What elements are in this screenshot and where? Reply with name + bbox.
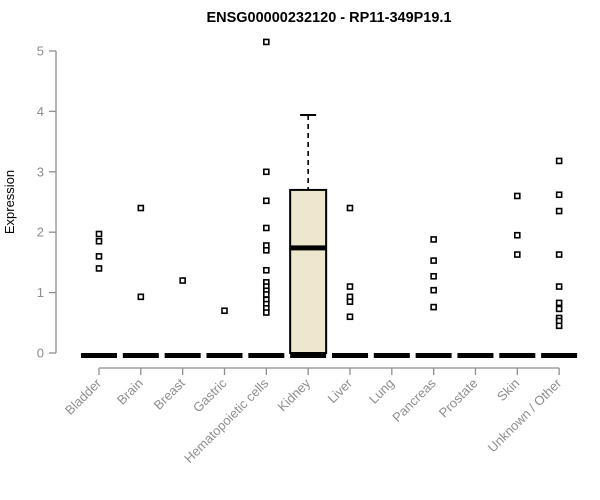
data-point <box>221 307 228 315</box>
zero-median-bar <box>499 353 536 358</box>
data-point <box>263 38 270 46</box>
data-point <box>263 247 270 254</box>
y-tick-label: 4 <box>37 104 44 119</box>
x-tick-label: Liver <box>325 375 356 406</box>
data-point <box>263 291 270 298</box>
y-tick-label: 5 <box>37 44 44 59</box>
x-tick-label: Pancreas <box>389 375 439 425</box>
data-point <box>555 191 563 199</box>
x-tick-label: Kidney <box>275 375 314 414</box>
data-point <box>430 236 437 243</box>
y-tick-label: 3 <box>37 164 44 179</box>
zero-median-bar <box>164 353 201 358</box>
zero-median-bar <box>248 353 285 358</box>
x-tick-label: Prostate <box>436 376 481 421</box>
x-tick-label: Brain <box>114 376 146 408</box>
x-tick-label: Bladder <box>62 375 105 418</box>
data-point <box>346 313 354 321</box>
x-tick-label: Lung <box>366 376 397 407</box>
data-point <box>555 299 563 307</box>
box-median-line <box>290 245 327 251</box>
data-point <box>346 298 354 305</box>
data-point <box>263 168 270 176</box>
data-point <box>513 231 521 239</box>
zero-median-bar <box>331 353 368 358</box>
data-point <box>555 251 563 258</box>
zero-median-bar <box>373 353 410 358</box>
data-point <box>430 257 437 264</box>
data-point <box>263 197 270 205</box>
data-point <box>513 192 521 200</box>
data-point <box>430 303 437 311</box>
y-axis-title: Expression <box>2 170 17 234</box>
y-tick-label: 2 <box>37 225 44 240</box>
data-point <box>555 322 563 330</box>
box-bottom-edge <box>290 353 327 358</box>
data-point <box>346 204 354 212</box>
data-point <box>179 277 186 284</box>
zero-median-bar <box>206 353 243 358</box>
zero-median-bar <box>122 353 159 358</box>
y-tick-label: 0 <box>37 346 44 361</box>
data-point <box>430 286 437 294</box>
x-tick-label: Unknown / Other <box>485 375 565 455</box>
data-point <box>513 251 521 258</box>
zero-median-bar <box>81 353 117 358</box>
data-point <box>137 204 145 212</box>
data-point <box>555 207 563 215</box>
x-tick-label: Skin <box>494 376 522 404</box>
data-point <box>555 305 563 313</box>
x-tick-label: Gastric <box>190 375 230 415</box>
data-point <box>430 272 437 280</box>
data-point <box>555 157 563 165</box>
data-point <box>95 265 103 272</box>
y-tick-label: 1 <box>37 285 44 300</box>
data-point <box>137 293 145 301</box>
data-point <box>95 237 103 245</box>
zero-median-bar <box>415 353 452 358</box>
data-point <box>555 283 563 290</box>
data-point <box>263 309 270 316</box>
zero-median-bar <box>541 353 578 358</box>
data-point <box>95 253 103 260</box>
data-point <box>95 230 103 238</box>
data-point <box>263 266 270 274</box>
data-point <box>346 283 354 290</box>
data-point <box>263 224 270 232</box>
zero-median-bar <box>457 353 494 358</box>
chart-title: ENSG00000232120 - RP11-349P19.1 <box>206 10 451 26</box>
x-tick-label: Breast <box>151 375 188 412</box>
box-body <box>289 188 328 354</box>
